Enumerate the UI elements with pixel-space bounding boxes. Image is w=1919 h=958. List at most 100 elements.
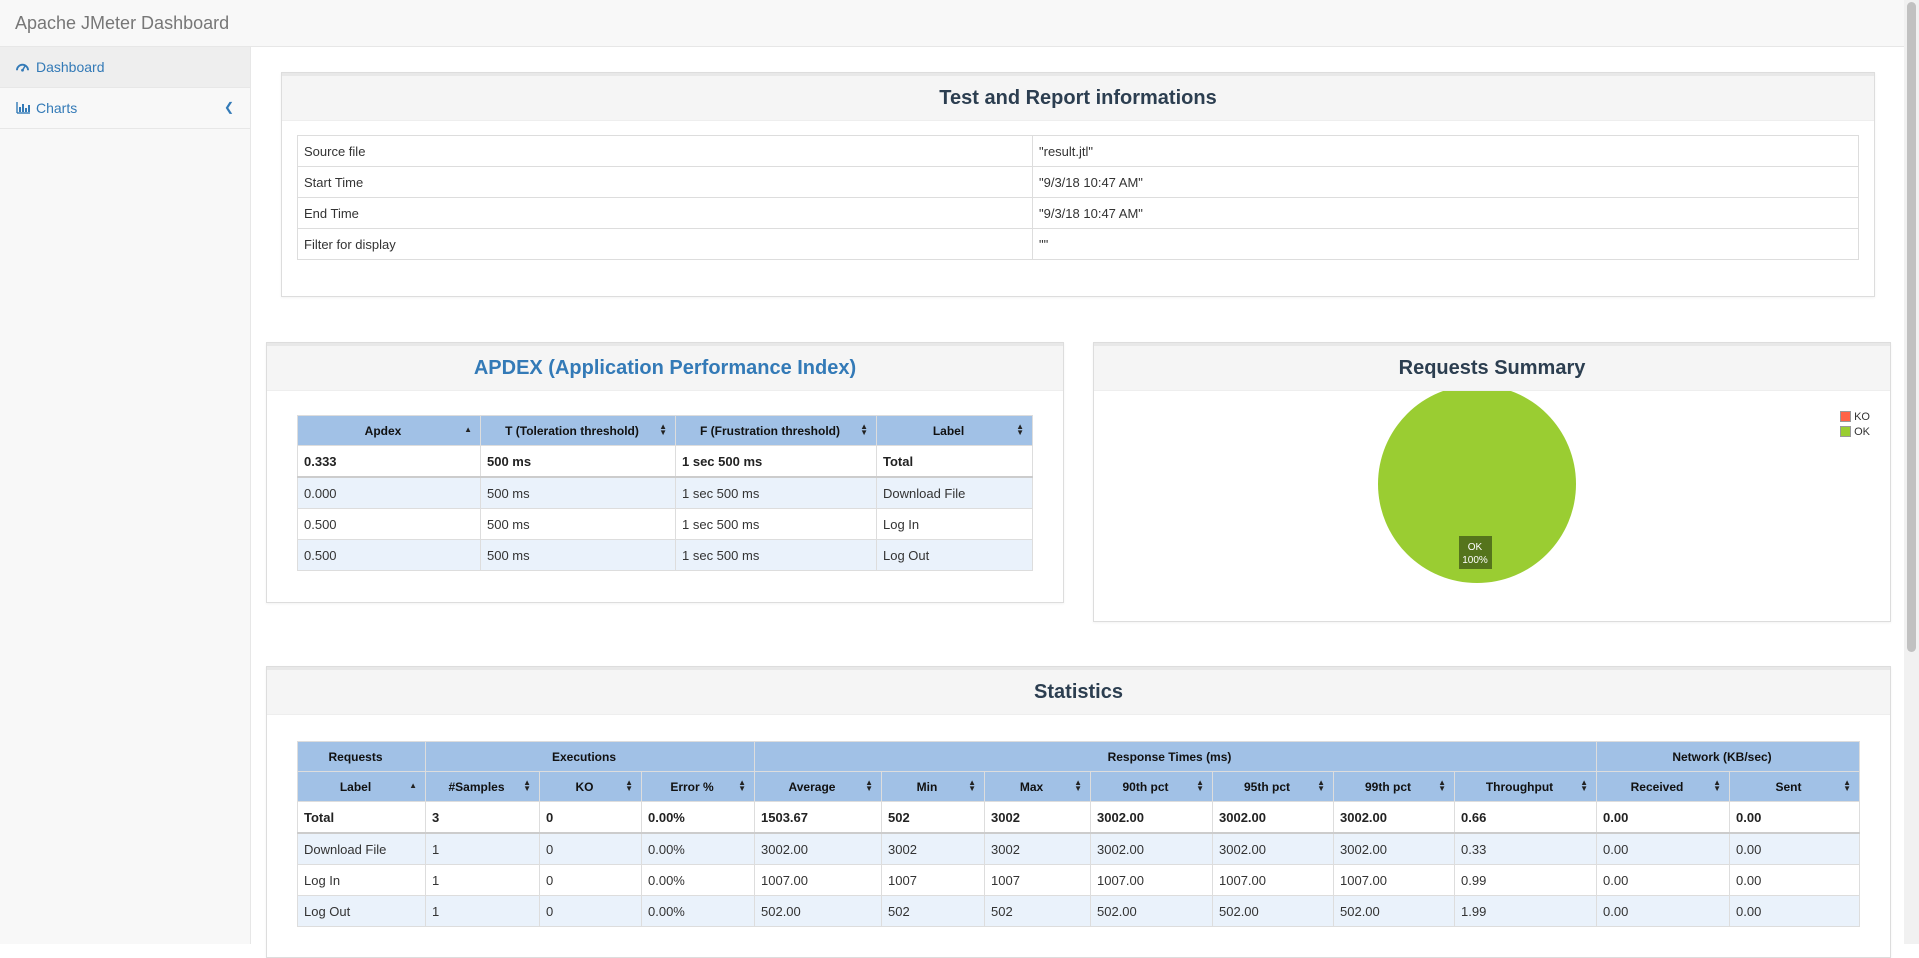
- cell: 0.00%: [641, 895, 755, 927]
- stats-header-min[interactable]: Min ▲ ▼: [881, 771, 985, 802]
- test-info-title: Test and Report informations: [282, 73, 1874, 121]
- cell: 3002.00: [1333, 832, 1455, 865]
- statistics-panel: Statistics Requests Executions Response …: [266, 666, 1891, 958]
- sidebar-item-label: Dashboard: [36, 59, 105, 75]
- cell: 0: [539, 801, 642, 834]
- stats-header-label[interactable]: Label ▲: [297, 771, 426, 802]
- statistics-table: Requests Executions Response Times (ms) …: [297, 741, 1860, 927]
- sort-icon: ▲ ▼: [860, 422, 868, 437]
- cell: Log Out: [297, 895, 426, 927]
- cell: 502.00: [1090, 895, 1213, 927]
- requests-summary-panel: Requests Summary OK 100% KO OK: [1093, 342, 1891, 622]
- cell: 1: [425, 832, 540, 865]
- test-info-table: Source file "result.jtl" Start Time "9/3…: [297, 135, 1859, 260]
- info-value: "": [1032, 228, 1859, 260]
- sort-icon: ▲ ▼: [1843, 778, 1851, 793]
- cell: 502.00: [754, 895, 882, 927]
- stats-header-throughput[interactable]: Throughput ▲ ▼: [1454, 771, 1597, 802]
- table-row: 0.333 500 ms 1 sec 500 ms Total: [297, 445, 1033, 478]
- cell: 3: [425, 801, 540, 834]
- sidebar: Dashboard Charts ❮: [0, 47, 251, 944]
- legend-item-ok[interactable]: OK: [1840, 424, 1870, 439]
- apdex-title[interactable]: APDEX (Application Performance Index): [267, 343, 1063, 391]
- cell: 1 sec 500 ms: [675, 508, 877, 540]
- pie-label-box: [1459, 536, 1492, 569]
- cell: 3002: [984, 801, 1091, 834]
- stats-header-95pct[interactable]: 95th pct ▲ ▼: [1212, 771, 1334, 802]
- stats-header-90pct[interactable]: 90th pct ▲ ▼: [1090, 771, 1213, 802]
- cell: 0.00: [1729, 864, 1860, 896]
- legend-label: OK: [1854, 425, 1870, 438]
- cell: 1: [425, 895, 540, 927]
- cell: 1007.00: [1333, 864, 1455, 896]
- apdex-header-t[interactable]: T (Toleration threshold) ▲ ▼: [480, 415, 676, 446]
- cell: 0.00: [1729, 895, 1860, 927]
- legend-swatch: [1840, 426, 1852, 437]
- pie-slice-percent: 100%: [1462, 555, 1488, 566]
- cell: Total: [876, 445, 1033, 478]
- stats-header-99pct[interactable]: 99th pct ▲ ▼: [1333, 771, 1455, 802]
- apdex-header-f[interactable]: F (Frustration threshold) ▲ ▼: [675, 415, 877, 446]
- sort-icon: ▲ ▼: [1580, 778, 1588, 793]
- table-row: End Time "9/3/18 10:47 AM": [297, 197, 1859, 229]
- pie-chart: OK 100%: [1378, 391, 1576, 583]
- pie-slice-ok[interactable]: [1378, 391, 1576, 583]
- table-row: Download File 1 0 0.00% 3002.00 3002 300…: [297, 832, 1860, 865]
- apdex-header-label[interactable]: Label ▲ ▼: [876, 415, 1033, 446]
- apdex-panel: APDEX (Application Performance Index) Ap…: [266, 342, 1064, 603]
- stats-header-max[interactable]: Max ▲ ▼: [984, 771, 1091, 802]
- sort-icon: ▲ ▼: [1713, 778, 1721, 793]
- cell: 502: [881, 801, 985, 834]
- cell: 0: [539, 832, 642, 865]
- cell: 1007: [881, 864, 985, 896]
- scrollbar-thumb[interactable]: [1907, 2, 1916, 652]
- page-scrollbar[interactable]: [1904, 0, 1919, 944]
- info-value: "9/3/18 10:47 AM": [1032, 197, 1859, 229]
- sort-asc-icon: ▲: [464, 425, 472, 434]
- legend-item-ko[interactable]: KO: [1840, 409, 1870, 424]
- cell: 3002.00: [754, 832, 882, 865]
- table-row: Source file "result.jtl": [297, 135, 1859, 167]
- table-row: 0.500 500 ms 1 sec 500 ms Log Out: [297, 539, 1033, 571]
- sidebar-item-charts[interactable]: Charts ❮: [0, 88, 250, 129]
- cell: 3002.00: [1333, 801, 1455, 834]
- cell: 500 ms: [480, 476, 676, 509]
- test-info-panel: Test and Report informations Source file…: [281, 72, 1875, 297]
- cell: 3002: [881, 832, 985, 865]
- info-key: Start Time: [297, 166, 1033, 198]
- cell: 0.00: [1596, 832, 1730, 865]
- cell: 3002.00: [1090, 832, 1213, 865]
- stats-header-error[interactable]: Error % ▲ ▼: [641, 771, 755, 802]
- apdex-header-apdex[interactable]: Apdex ▲: [297, 415, 481, 446]
- cell: 502.00: [1333, 895, 1455, 927]
- stats-header-sent[interactable]: Sent ▲ ▼: [1729, 771, 1860, 802]
- sort-icon: ▲ ▼: [1317, 778, 1325, 793]
- group-header-executions: Executions: [425, 741, 755, 772]
- app-title[interactable]: Apache JMeter Dashboard: [15, 12, 230, 33]
- requests-summary-title: Requests Summary: [1094, 343, 1890, 391]
- stats-header-ko[interactable]: KO ▲ ▼: [539, 771, 642, 802]
- pie-slice-label: OK: [1468, 542, 1483, 553]
- chevron-left-icon[interactable]: ❮: [223, 100, 234, 114]
- cell: 1007: [984, 864, 1091, 896]
- cell: 0.66: [1454, 801, 1597, 834]
- sidebar-item-dashboard[interactable]: Dashboard: [0, 47, 250, 88]
- cell: 0.000: [297, 476, 481, 509]
- cell: 1503.67: [754, 801, 882, 834]
- cell: 0.00%: [641, 832, 755, 865]
- cell: Download File: [297, 832, 426, 865]
- cell: 3002: [984, 832, 1091, 865]
- cell: 0.333: [297, 445, 481, 478]
- cell: 0: [539, 864, 642, 896]
- stats-header-received[interactable]: Received ▲ ▼: [1596, 771, 1730, 802]
- legend-swatch: [1840, 411, 1852, 422]
- cell: 0.500: [297, 508, 481, 540]
- sort-icon: ▲ ▼: [968, 778, 976, 793]
- stats-header-samples[interactable]: #Samples ▲ ▼: [425, 771, 540, 802]
- table-row: Log In 1 0 0.00% 1007.00 1007 1007 1007.…: [297, 864, 1860, 896]
- cell: Total: [297, 801, 426, 834]
- sort-asc-icon: ▲: [409, 781, 417, 790]
- table-row: Start Time "9/3/18 10:47 AM": [297, 166, 1859, 198]
- stats-header-average[interactable]: Average ▲ ▼: [754, 771, 882, 802]
- table-row: Filter for display "": [297, 228, 1859, 260]
